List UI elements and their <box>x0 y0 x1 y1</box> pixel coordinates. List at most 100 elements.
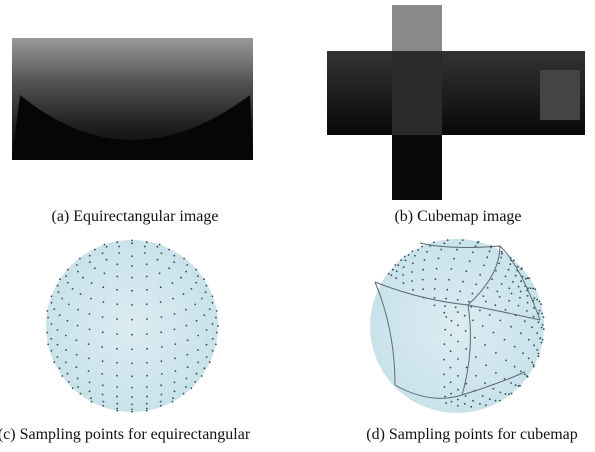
sampling-point <box>212 350 214 352</box>
sampling-point <box>414 255 416 257</box>
sampling-point <box>67 282 69 284</box>
sampling-point <box>411 251 413 253</box>
sampling-point <box>533 307 535 309</box>
sampling-point <box>443 374 445 376</box>
sampling-point <box>174 358 176 360</box>
sampling-point <box>183 293 185 295</box>
sampling-point <box>541 313 543 315</box>
sampling-point <box>457 405 459 407</box>
sampling-point <box>131 349 133 351</box>
sampling-point <box>433 242 435 244</box>
sampling-point <box>209 361 211 363</box>
sampling-point <box>57 329 59 331</box>
sampling-point <box>457 341 459 343</box>
sampling-point <box>456 249 458 251</box>
sampling-point <box>528 358 530 360</box>
sampling-point <box>90 298 92 300</box>
sampling-point <box>493 332 495 334</box>
sampling-point <box>457 358 459 360</box>
sampling-point <box>195 282 197 284</box>
sampling-point <box>72 387 74 389</box>
sampling-point <box>531 326 533 328</box>
sampling-point <box>524 373 526 375</box>
sampling-point <box>515 275 517 277</box>
sampling-point <box>161 394 163 396</box>
sampling-point <box>101 373 103 375</box>
sampling-point <box>450 334 452 336</box>
sampling-point <box>168 249 170 251</box>
sampling-point <box>212 295 214 297</box>
sampling-point <box>161 346 163 348</box>
sampling-point <box>426 251 428 253</box>
sampling-point <box>533 364 535 366</box>
sampling-point <box>146 318 148 320</box>
sampling-point <box>180 277 182 279</box>
sampling-point <box>397 264 399 266</box>
sampling-point <box>195 269 197 271</box>
sampling-point <box>131 363 133 365</box>
sampling-point <box>57 344 59 346</box>
sampling-point <box>131 265 133 267</box>
sampling-point <box>194 381 196 383</box>
sampling-point <box>191 288 193 290</box>
sampling-point <box>513 260 515 262</box>
sampling-point <box>527 295 529 297</box>
sampling-point <box>174 382 176 384</box>
sampling-point <box>53 361 55 363</box>
sampling-point <box>489 314 491 316</box>
sampling-point <box>212 338 214 340</box>
sampling-point <box>422 279 424 281</box>
sampling-point <box>89 255 91 257</box>
sampling-point <box>160 301 162 303</box>
sampling-point <box>91 401 93 403</box>
sampling-point <box>511 293 513 295</box>
caption: (b) Cubemap image <box>394 208 521 226</box>
sampling-point <box>505 309 507 311</box>
sampling-point <box>465 383 467 385</box>
sampling-point <box>391 274 393 276</box>
sampling-point <box>217 325 219 327</box>
sampling-point <box>161 252 163 254</box>
sampling-point <box>146 408 148 410</box>
sampling-point <box>517 266 519 268</box>
sampling-point <box>422 288 424 290</box>
sampling-point <box>103 401 105 403</box>
sampling-point <box>474 337 476 339</box>
sampling-point <box>448 279 450 281</box>
sampling-point <box>500 257 502 259</box>
sampling-point <box>459 290 461 292</box>
sampling-point <box>187 339 189 341</box>
sampling-point <box>489 398 491 400</box>
sampling-point <box>450 268 452 270</box>
sampling-point <box>185 386 187 388</box>
sampling-point <box>475 375 477 377</box>
sampling-point <box>172 401 174 403</box>
sampling-point <box>520 291 522 293</box>
sampling-point <box>53 308 55 310</box>
sampling-point <box>484 344 486 346</box>
sampling-point <box>508 393 510 395</box>
sampling-point <box>160 401 162 403</box>
sampling-point <box>483 265 485 267</box>
sampling-point <box>520 332 522 334</box>
sampling-point <box>104 272 106 274</box>
sampling-point <box>215 317 217 319</box>
sampling-point <box>82 277 84 279</box>
sampling-point <box>403 266 405 268</box>
sampling-point <box>524 320 526 322</box>
sampling-point <box>146 276 148 278</box>
sampling-point <box>485 301 487 303</box>
sampling-point <box>65 335 67 337</box>
sampling-point <box>116 289 118 291</box>
sampling-point <box>161 360 163 362</box>
sampling-point <box>443 359 445 361</box>
sampling-point <box>514 366 516 368</box>
sampling-point <box>495 400 497 402</box>
sampling-point <box>206 344 208 346</box>
sampling-point <box>212 323 214 325</box>
sampling-point <box>522 352 524 354</box>
sampling-point <box>445 316 447 318</box>
sampling-point <box>536 299 538 301</box>
sampling-point <box>47 317 49 319</box>
sampling-point <box>472 400 474 402</box>
